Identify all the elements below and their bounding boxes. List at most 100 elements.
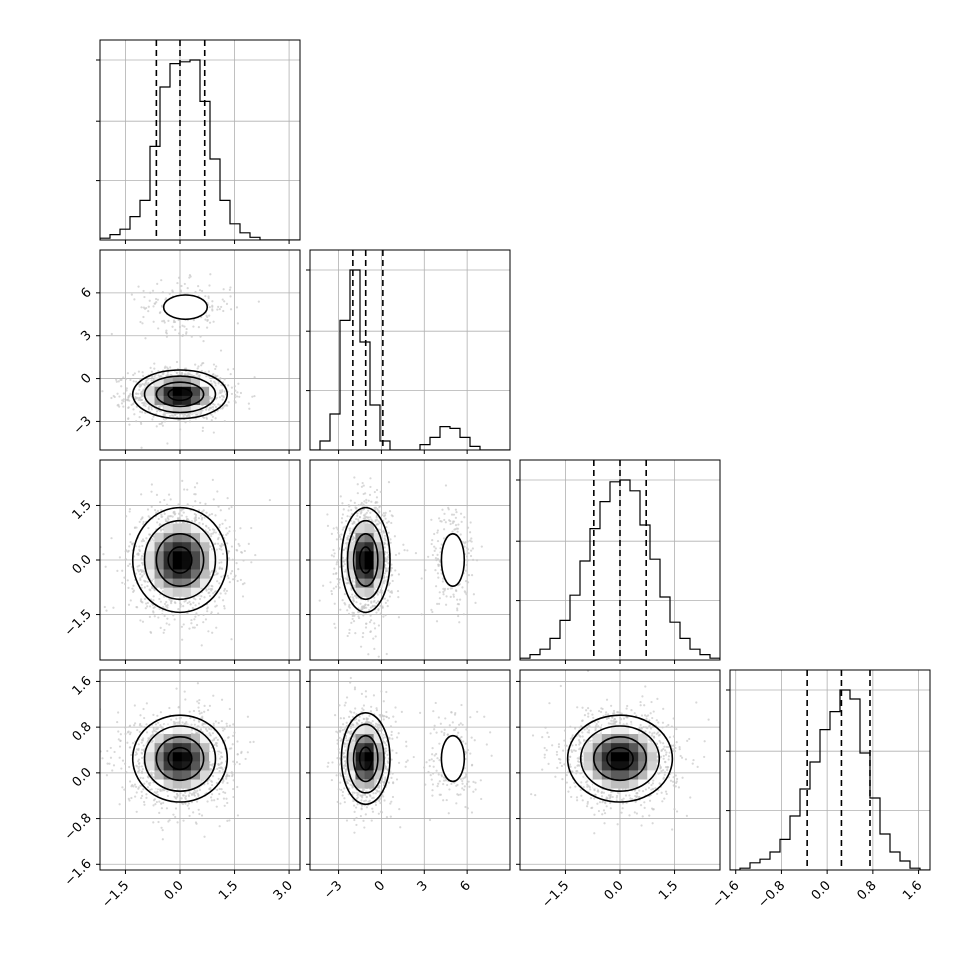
sample-point [198, 597, 202, 601]
sample-point [223, 300, 226, 303]
sample-point [348, 529, 352, 532]
sample-point [452, 595, 455, 598]
sample-point [143, 384, 146, 387]
sample-point [375, 516, 378, 519]
sample-point [173, 618, 176, 621]
sample-point [142, 374, 145, 378]
sample-point [384, 517, 387, 520]
sample-point [368, 608, 371, 612]
sample-point [128, 399, 131, 402]
sample-point [219, 391, 222, 395]
panel-frame [99, 39, 301, 241]
sample-point [141, 401, 144, 405]
sample-point [152, 305, 155, 308]
sample-point [386, 605, 389, 608]
sample-point [143, 803, 146, 806]
sample-point [209, 612, 213, 616]
sample-point [169, 515, 173, 518]
sample-point [221, 567, 224, 571]
sample-point [205, 326, 209, 329]
sample-point [335, 563, 338, 566]
sample-point [130, 403, 133, 406]
sample-point [220, 698, 224, 701]
sample-point [340, 521, 343, 524]
sample-point [190, 622, 193, 625]
sample-point [343, 593, 346, 596]
density-cell [145, 386, 155, 396]
density-cell [346, 550, 356, 561]
sample-point [351, 614, 354, 618]
sample-point [211, 528, 215, 531]
density-cell [364, 587, 375, 597]
sample-point [136, 606, 139, 609]
sample-point [444, 521, 447, 524]
sample-point [150, 370, 154, 373]
sample-point [397, 573, 401, 576]
sample-point [387, 589, 390, 592]
sample-point [364, 513, 367, 516]
sample-point [436, 553, 439, 556]
sample-point [122, 398, 125, 401]
sample-point [175, 371, 179, 375]
sample-point [133, 724, 136, 727]
sample-point [195, 623, 199, 627]
sample-point [155, 410, 159, 413]
sample-point [177, 503, 180, 506]
sample-point [152, 320, 155, 323]
sample-point [160, 807, 164, 810]
sample-point [373, 506, 376, 509]
sample-point [210, 413, 213, 416]
sample-point [336, 528, 339, 531]
sample-point [179, 605, 182, 608]
density-cell [346, 569, 356, 579]
sample-point [338, 581, 341, 584]
sample-point [194, 615, 197, 618]
sample-point [137, 370, 141, 373]
sample-point [218, 787, 221, 791]
sample-point [385, 557, 389, 561]
density-cell [364, 541, 375, 552]
sample-point [160, 279, 163, 282]
sample-point [383, 537, 386, 540]
sample-point [171, 290, 174, 293]
sample-point [201, 426, 205, 429]
sample-point [136, 765, 139, 768]
sample-point [355, 601, 358, 604]
sample-point [174, 512, 177, 515]
sample-point [162, 605, 165, 609]
sample-point [469, 539, 472, 542]
sample-point [183, 282, 186, 286]
sample-point [183, 325, 186, 328]
sample-point [213, 573, 216, 577]
density-cell [355, 541, 365, 552]
sample-point [128, 507, 132, 511]
density-cell [346, 560, 356, 570]
sample-point [115, 378, 118, 381]
sample-point [226, 532, 229, 535]
sample-point [353, 614, 356, 617]
sample-point [209, 273, 212, 276]
sample-point [199, 514, 202, 517]
sample-point [157, 616, 160, 619]
sample-point [239, 578, 242, 582]
sample-point [223, 804, 226, 807]
sample-point [148, 615, 151, 618]
sample-point [205, 525, 208, 528]
sample-point [375, 488, 379, 492]
sample-point [134, 572, 138, 575]
sample-point [148, 605, 152, 608]
sample-point [330, 532, 333, 535]
sample-point [240, 551, 243, 554]
sample-point [215, 781, 218, 785]
sample-point [166, 604, 169, 607]
histogram-step-0 [100, 59, 300, 240]
sample-point [162, 414, 165, 417]
sample-point [192, 601, 195, 604]
sample-point [217, 305, 220, 308]
sample-point [430, 608, 433, 611]
density-cell [190, 578, 201, 588]
sample-point [352, 599, 355, 602]
sample-point [226, 497, 229, 500]
sample-point [369, 614, 372, 617]
sample-point [444, 484, 448, 487]
